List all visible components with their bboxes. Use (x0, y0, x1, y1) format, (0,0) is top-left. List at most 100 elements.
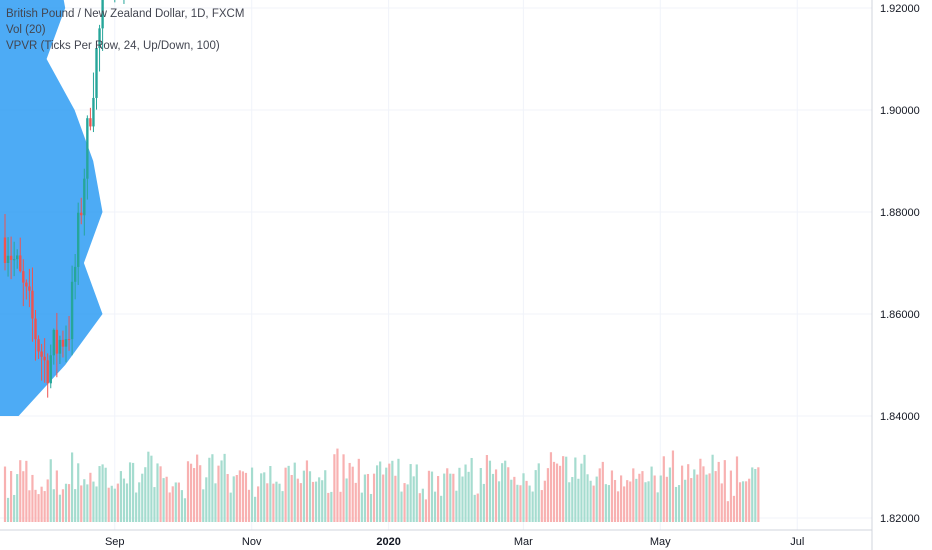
volume-bar (366, 473, 370, 522)
volume-bar (537, 463, 540, 522)
volume-bar (315, 481, 318, 522)
volume-bar (52, 489, 55, 522)
volume-bar (302, 470, 305, 522)
candle-body (25, 282, 28, 287)
volume-bar (732, 495, 736, 522)
volume-bar (95, 486, 98, 522)
time-tick-label: Nov (242, 536, 262, 548)
candle-body (101, 0, 104, 29)
volume-bar (89, 472, 92, 522)
volume-bars (3, 448, 760, 522)
volume-bar (113, 488, 116, 522)
volume-bar (269, 466, 272, 522)
volume-bar (473, 494, 476, 522)
volume-bar (10, 471, 13, 522)
volume-bar (382, 474, 385, 522)
volume-bar (348, 462, 351, 522)
volume-bar (49, 459, 52, 522)
volume-bar (665, 476, 668, 522)
volume-bar (430, 471, 434, 522)
volume-bar (345, 478, 348, 522)
volume-bar (363, 474, 366, 522)
volume-bar (101, 464, 104, 522)
volume-bar (189, 463, 193, 522)
volume-bar (376, 465, 379, 522)
volume-bar (705, 474, 708, 522)
volume-bar (165, 476, 168, 522)
volume-bar (290, 474, 293, 522)
volume-bar (64, 483, 68, 522)
volume-bar (296, 478, 299, 522)
volume-bar (287, 465, 290, 522)
volume-bar (199, 465, 202, 522)
candle-body (67, 339, 71, 341)
volume-bar (446, 468, 449, 522)
volume-bar (742, 481, 745, 522)
volume-bar (171, 486, 174, 522)
volume-bar (534, 470, 537, 522)
candle-body (28, 286, 31, 291)
volume-bar (571, 477, 574, 522)
volume-bar (211, 454, 214, 522)
volume-indicator-label[interactable]: Vol (20) (6, 24, 46, 36)
volume-bar (595, 476, 598, 522)
volume-bar (580, 463, 583, 522)
volume-bar (217, 465, 220, 522)
candle-body (22, 271, 25, 283)
vpvr-indicator-label[interactable]: VPVR (Ticks Per Row, 24, Up/Down, 100) (6, 40, 220, 52)
volume-bar (318, 477, 321, 522)
volume-bar (311, 481, 315, 522)
volume-bar (260, 473, 263, 522)
candle-body (92, 97, 95, 127)
volume-bar (3, 466, 7, 522)
volume-bar (254, 496, 257, 522)
volume-bar (110, 485, 113, 522)
volume-bar (745, 481, 748, 522)
volume-bar (330, 491, 333, 522)
volume-bar (19, 460, 22, 522)
volume-bar (668, 467, 671, 522)
time-axis: Sep Nov 2020 Mar May Jul (0, 529, 872, 548)
volume-bar (717, 461, 720, 522)
volume-bar (238, 470, 241, 522)
volume-bar (455, 490, 458, 522)
volume-bar (729, 470, 732, 522)
candle-body (52, 329, 55, 356)
volume-bar (485, 455, 488, 522)
volume-bar (22, 471, 25, 522)
candle-body (70, 281, 74, 340)
volume-bar (186, 461, 190, 522)
volume-bar (67, 484, 71, 522)
price-tick-label: 1.86000 (880, 309, 920, 321)
volume-bar (40, 486, 43, 522)
time-tick-label: 2020 (376, 536, 400, 548)
volume-bar (55, 470, 58, 522)
volume-bar (479, 468, 482, 522)
volume-bar (452, 473, 455, 522)
volume-bar (324, 470, 327, 522)
volume-bar (690, 478, 693, 522)
volume-bar (357, 458, 360, 522)
volume-bar (299, 483, 302, 522)
volume-bar (461, 476, 464, 522)
candle-body (86, 118, 89, 179)
volume-bar (138, 482, 141, 522)
volume-bar (510, 479, 513, 522)
candle-body (49, 355, 52, 384)
volume-bar (693, 469, 696, 522)
symbol-title[interactable]: British Pound / New Zealand Dollar, 1D, … (6, 8, 245, 20)
volume-bar (650, 466, 653, 522)
volume-bar (183, 498, 187, 522)
volume-bar (232, 476, 235, 522)
volume-bar (415, 464, 418, 522)
volume-bar (180, 490, 183, 522)
volume-bar (43, 491, 46, 522)
volume-bar (205, 477, 208, 522)
volume-bar (726, 501, 729, 522)
volume-bar (613, 479, 617, 522)
volume-bar (196, 454, 199, 522)
volume-bar (360, 492, 363, 522)
volume-bar (562, 456, 565, 522)
volume-bar (470, 457, 473, 522)
